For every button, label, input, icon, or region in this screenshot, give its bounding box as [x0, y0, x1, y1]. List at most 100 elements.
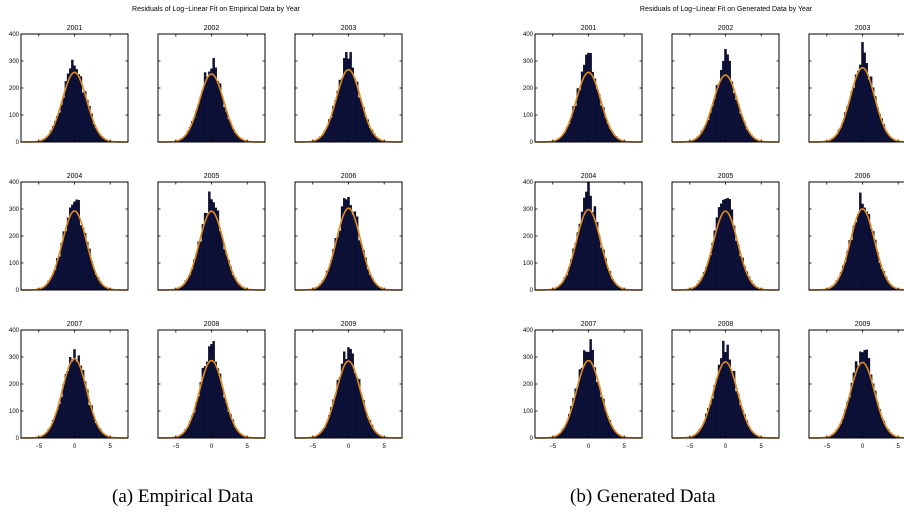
panel-title: 2009 — [341, 321, 357, 328]
histogram-bar — [360, 394, 362, 438]
histogram-bar — [849, 101, 851, 142]
histogram-bar — [859, 193, 861, 290]
histogram-bar — [73, 66, 75, 142]
histogram-bar — [65, 231, 67, 290]
histogram-bar — [849, 397, 851, 438]
histogram-bar — [208, 192, 210, 290]
figure-generated: Residuals of Log−Linear Fit on Generated… — [523, 6, 904, 450]
histogram-bar — [879, 263, 881, 290]
histogram-bar — [80, 225, 82, 290]
histogram-bar — [217, 368, 219, 438]
histogram-bar — [729, 199, 731, 290]
histogram-bar — [195, 402, 197, 438]
histogram-bar — [213, 58, 215, 142]
histogram-bar — [587, 53, 589, 142]
caption-empirical: (a) Empirical Data — [112, 486, 253, 508]
histogram-bar — [746, 129, 748, 142]
panel-title: 2004 — [67, 173, 83, 180]
histogram-bar — [585, 352, 587, 438]
histogram-bar — [93, 124, 95, 142]
histogram-bar — [705, 124, 707, 142]
x-tick-label: −5 — [172, 444, 180, 450]
histogram-bar — [722, 341, 724, 438]
histogram-bar — [339, 377, 341, 438]
y-tick-label: 200 — [523, 382, 534, 388]
histogram-bar — [352, 215, 354, 290]
histogram-bar — [731, 372, 733, 438]
histogram-bar — [855, 75, 857, 142]
histogram-bar — [189, 275, 191, 290]
histogram-bar — [709, 113, 711, 142]
y-tick-label: 100 — [523, 409, 534, 415]
histogram-bar — [88, 405, 90, 438]
panel-title: 2001 — [67, 25, 83, 32]
figure-empirical: Residuals of Log−Linear Fit on Empirical… — [9, 6, 402, 450]
histogram-bar — [67, 371, 69, 438]
histogram-bar — [731, 82, 733, 142]
histogram-bar — [579, 90, 581, 142]
panel-title: 2007 — [67, 321, 83, 328]
histogram-bar — [864, 208, 866, 290]
histogram-bar — [365, 117, 367, 142]
y-tick-label: 400 — [523, 328, 534, 334]
histogram-bar — [213, 202, 215, 290]
histogram-bar — [358, 98, 360, 142]
histogram-bar — [221, 238, 223, 290]
histogram-bar — [739, 405, 741, 438]
y-tick-label: 400 — [523, 32, 534, 38]
panel-2003: 2003 — [295, 25, 402, 142]
histogram-bar — [225, 403, 227, 438]
histogram-bar — [335, 100, 337, 142]
y-tick-label: 0 — [530, 436, 534, 442]
histogram-bar — [347, 197, 349, 290]
histogram-bar — [343, 58, 345, 142]
histogram-bar — [566, 275, 568, 290]
histogram-bar — [63, 98, 65, 142]
histogram-bar — [63, 384, 65, 438]
histogram-bar — [724, 199, 726, 290]
histogram-bar — [358, 241, 360, 290]
histogram-bar — [851, 92, 853, 142]
histogram-bar — [724, 352, 726, 438]
caption-generated: (b) Generated Data — [570, 486, 716, 508]
histogram-bar — [853, 88, 855, 142]
panel-title: 2004 — [581, 173, 597, 180]
histogram-bar — [347, 59, 349, 142]
histogram-bar — [598, 236, 600, 290]
histogram-bar — [718, 84, 720, 142]
histogram-bar — [367, 418, 369, 438]
histogram-bar — [76, 69, 78, 142]
y-tick-label: 300 — [523, 207, 534, 213]
histogram-bar — [206, 77, 208, 142]
histogram-bar — [213, 341, 215, 438]
histogram-bar — [335, 395, 337, 438]
histogram-bar — [861, 42, 863, 142]
histogram-bar — [193, 413, 195, 438]
x-tick-label: 0 — [861, 444, 865, 450]
histogram-bar — [868, 214, 870, 290]
histogram-bar — [851, 240, 853, 290]
panel-title: 2006 — [341, 173, 357, 180]
histogram-bar — [590, 339, 592, 438]
histogram-bar — [200, 242, 202, 290]
y-tick-label: 300 — [9, 59, 20, 65]
histogram-bar — [198, 104, 200, 142]
histogram-bar — [866, 212, 868, 290]
histogram-bar — [345, 200, 347, 290]
histogram-bar — [354, 373, 356, 438]
histogram-bar — [61, 105, 63, 142]
histogram-bar — [191, 269, 193, 290]
panel-2004: 2004 0 100 200 300 400 — [523, 173, 642, 294]
histogram-bar — [727, 55, 729, 142]
histogram-bar — [842, 419, 844, 438]
histogram-bar — [714, 99, 716, 142]
histogram-bar — [345, 359, 347, 438]
histogram-bar — [195, 111, 197, 142]
figure-canvas: Residuals of Log−Linear Fit on Empirical… — [0, 0, 904, 480]
y-tick-label: 0 — [16, 288, 20, 294]
histogram-bar — [202, 90, 204, 142]
histogram-bar — [58, 113, 60, 142]
histogram-bar — [73, 349, 75, 438]
histogram-bar — [360, 102, 362, 142]
panel-title: 2008 — [204, 321, 220, 328]
